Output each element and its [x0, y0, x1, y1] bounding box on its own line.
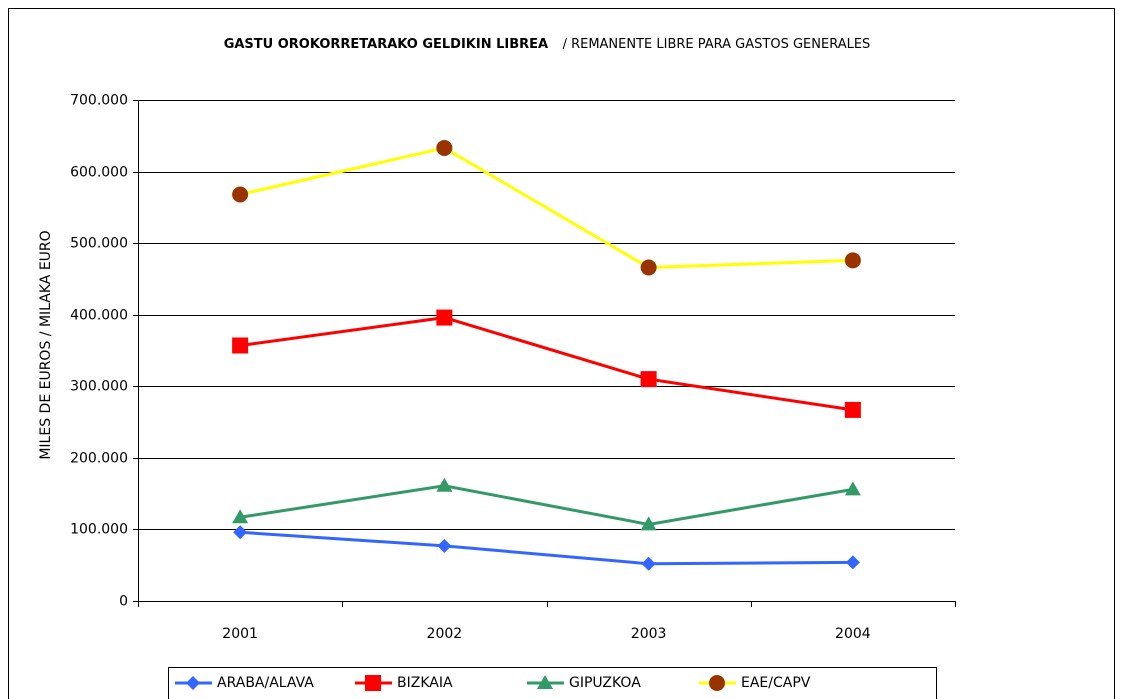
data-point	[844, 252, 861, 269]
x-tick-label: 2004	[835, 626, 871, 642]
x-tick-label: 2003	[631, 626, 667, 642]
legend-label: GIPUZKOA	[569, 675, 641, 691]
data-point	[640, 371, 657, 388]
y-tick-label: 500.000	[70, 236, 128, 252]
legend-marker	[537, 675, 553, 689]
data-point	[436, 139, 453, 156]
y-tick-label: 400.000	[70, 308, 128, 324]
data-point	[844, 481, 861, 496]
chart-title-group: GASTU OROKORRETARAKO GELDIKIN LIBREA / R…	[224, 36, 871, 52]
data-point	[233, 525, 248, 540]
y-axis-label: MILES DE EUROS / MILAKA EURO	[38, 230, 54, 459]
data-point	[232, 509, 249, 524]
series-line	[239, 146, 853, 269]
x-tick-label: 2002	[427, 626, 463, 642]
data-point	[845, 555, 860, 570]
legend-label: ARABA/ALAVA	[217, 675, 314, 691]
data-point	[640, 516, 657, 531]
legend-marker	[365, 675, 381, 691]
legend-label: EAE/CAPV	[741, 675, 811, 691]
y-tick-label: 700.000	[70, 93, 128, 109]
data-point	[640, 259, 657, 276]
data-point	[232, 186, 249, 203]
chart-title: GASTU OROKORRETARAKO GELDIKIN LIBREA	[224, 37, 548, 52]
y-tick-label: 200.000	[70, 451, 128, 467]
legend-marker	[186, 676, 200, 690]
data-point	[437, 538, 452, 553]
series-line	[240, 530, 853, 566]
data-point	[436, 309, 453, 326]
y-tick-label: 0	[119, 594, 128, 610]
y-tick-label: 600.000	[70, 165, 128, 181]
data-point	[232, 337, 249, 354]
y-tick-label: 300.000	[70, 379, 128, 395]
legend-marker	[709, 675, 725, 691]
x-tick-label: 2001	[222, 626, 258, 642]
chart-subtitle: / REMANENTE LIBRE PARA GASTOS GENERALES	[563, 37, 871, 52]
data-point	[436, 477, 453, 492]
data-point	[844, 401, 861, 418]
legend-label: BIZKAIA	[397, 675, 453, 691]
y-tick-label: 100.000	[70, 522, 128, 538]
series-line	[239, 484, 854, 526]
series-line	[239, 316, 854, 412]
data-point	[641, 556, 656, 571]
